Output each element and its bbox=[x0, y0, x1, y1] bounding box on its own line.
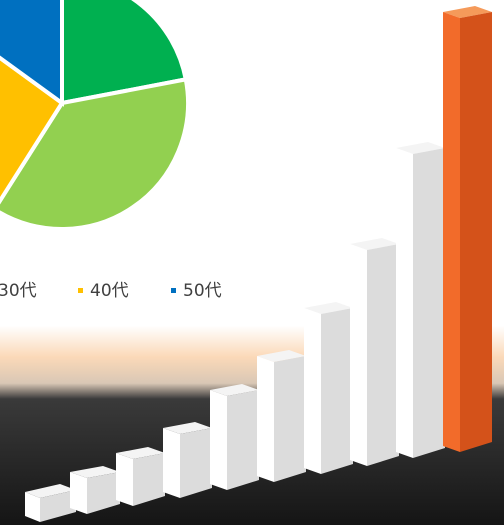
legend-label: 30代 bbox=[0, 281, 37, 301]
legend-marker bbox=[171, 288, 176, 293]
legend-label: 50代 bbox=[183, 281, 222, 301]
legend-label: 40代 bbox=[90, 281, 129, 301]
pie-slice bbox=[60, 0, 189, 106]
decorative-bars bbox=[25, 6, 492, 522]
pie bbox=[0, 0, 190, 231]
legend-marker bbox=[78, 288, 83, 293]
legend: 30代 40代 50代 bbox=[0, 281, 222, 301]
pie-slice bbox=[0, 0, 64, 107]
pie-slice bbox=[0, 77, 190, 231]
